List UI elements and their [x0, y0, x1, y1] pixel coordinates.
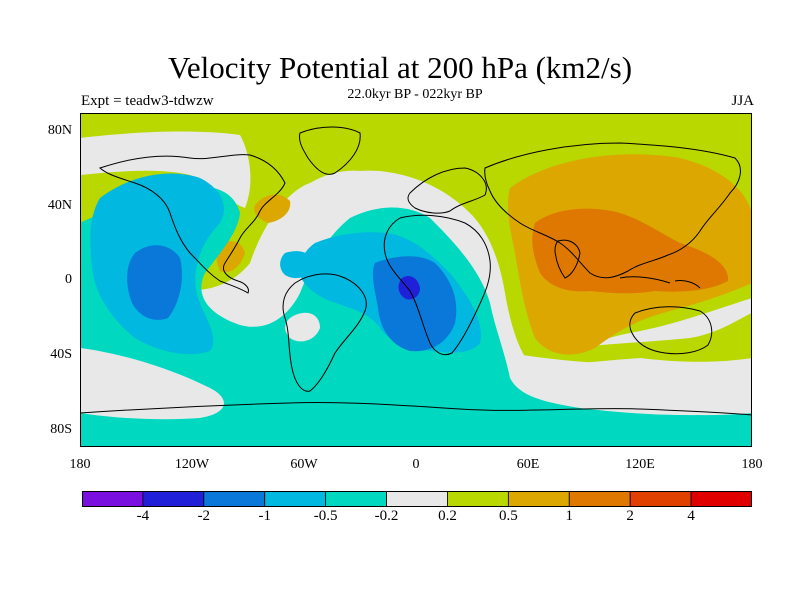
colorbar-border	[82, 491, 752, 507]
colorbar-label: -0.5	[313, 508, 338, 524]
lat-label-80n: 80N	[47, 123, 72, 138]
orange-region-asia	[532, 208, 729, 294]
colorbar-cell	[142, 491, 205, 507]
lat-label-40n: 40N	[47, 198, 72, 213]
coast-europe	[407, 167, 487, 214]
lon-label-120e: 120E	[625, 457, 655, 472]
colorbar-cell	[82, 491, 144, 507]
yellow-region-north-america	[254, 194, 291, 223]
figure-subtitle: 22.0kyr BP - 022kyr BP	[347, 87, 483, 102]
coast-north-america	[99, 154, 286, 294]
colorbar-label: 0.2	[438, 508, 457, 524]
cyan-green-antarctic	[80, 417, 752, 447]
colorbar	[82, 491, 752, 507]
lon-label-60w: 60W	[290, 457, 318, 472]
map-panel	[80, 113, 752, 447]
colorbar-cell	[386, 491, 448, 507]
colorbar-label: -2	[197, 508, 211, 524]
neutral-south-pacific	[80, 348, 224, 420]
coast-greenland	[299, 126, 361, 175]
colorbar-label: -1	[258, 508, 271, 524]
colorbar-cell	[264, 491, 327, 507]
coast-indonesia	[619, 276, 701, 289]
coast-africa	[383, 214, 491, 356]
colorbar-label: -0.2	[374, 508, 399, 524]
velocity-potential-map	[80, 113, 752, 447]
coastlines	[80, 126, 752, 416]
colorbar-label: 1	[565, 508, 574, 524]
blue-south-america-africa	[372, 256, 457, 352]
experiment-label: Expt = teadw3-tdwzw	[81, 93, 214, 109]
neutral-south-atlantic	[285, 312, 320, 342]
coast-asia	[484, 142, 741, 279]
figure-title: Velocity Potential at 200 hPa (km2/s)	[167, 50, 633, 85]
lon-label-60e: 60E	[516, 457, 540, 472]
season-label: JJA	[731, 93, 754, 109]
coast-australia	[629, 306, 713, 355]
map-border	[80, 113, 752, 447]
colorbar-label: 2	[626, 508, 634, 524]
colorbar-cell	[325, 491, 387, 507]
lon-label-180w: 180	[69, 457, 91, 472]
colorbar-label: 0.5	[498, 508, 518, 524]
colorbar-cell	[507, 491, 570, 507]
coast-south-america	[282, 273, 367, 392]
blue-pacific	[127, 245, 182, 320]
dark-blue-core	[398, 276, 420, 300]
lat-label-80s: 80S	[50, 422, 72, 437]
colorbar-label: -4	[136, 508, 150, 524]
colorbar-cell	[568, 491, 631, 507]
lat-label-40s: 40S	[50, 347, 72, 362]
colorbar-cell	[447, 491, 509, 507]
coast-antarctica	[80, 401, 752, 416]
colorbar-cell	[203, 491, 266, 507]
green-southern-band	[530, 313, 752, 368]
colorbar-label: 4	[687, 508, 695, 524]
colorbar-cell	[629, 491, 692, 507]
light-blue-pacific-east	[280, 251, 315, 279]
lon-label-180e: 180	[741, 457, 763, 472]
lat-label-eq: 0	[65, 272, 72, 287]
neutral-southern-ocean-east	[510, 353, 752, 416]
neutral-arctic-west	[80, 131, 251, 208]
colorbar-cell	[690, 491, 752, 507]
lon-label-120w: 120W	[174, 457, 210, 472]
coast-india	[554, 239, 581, 279]
lon-label-0: 0	[412, 457, 420, 472]
